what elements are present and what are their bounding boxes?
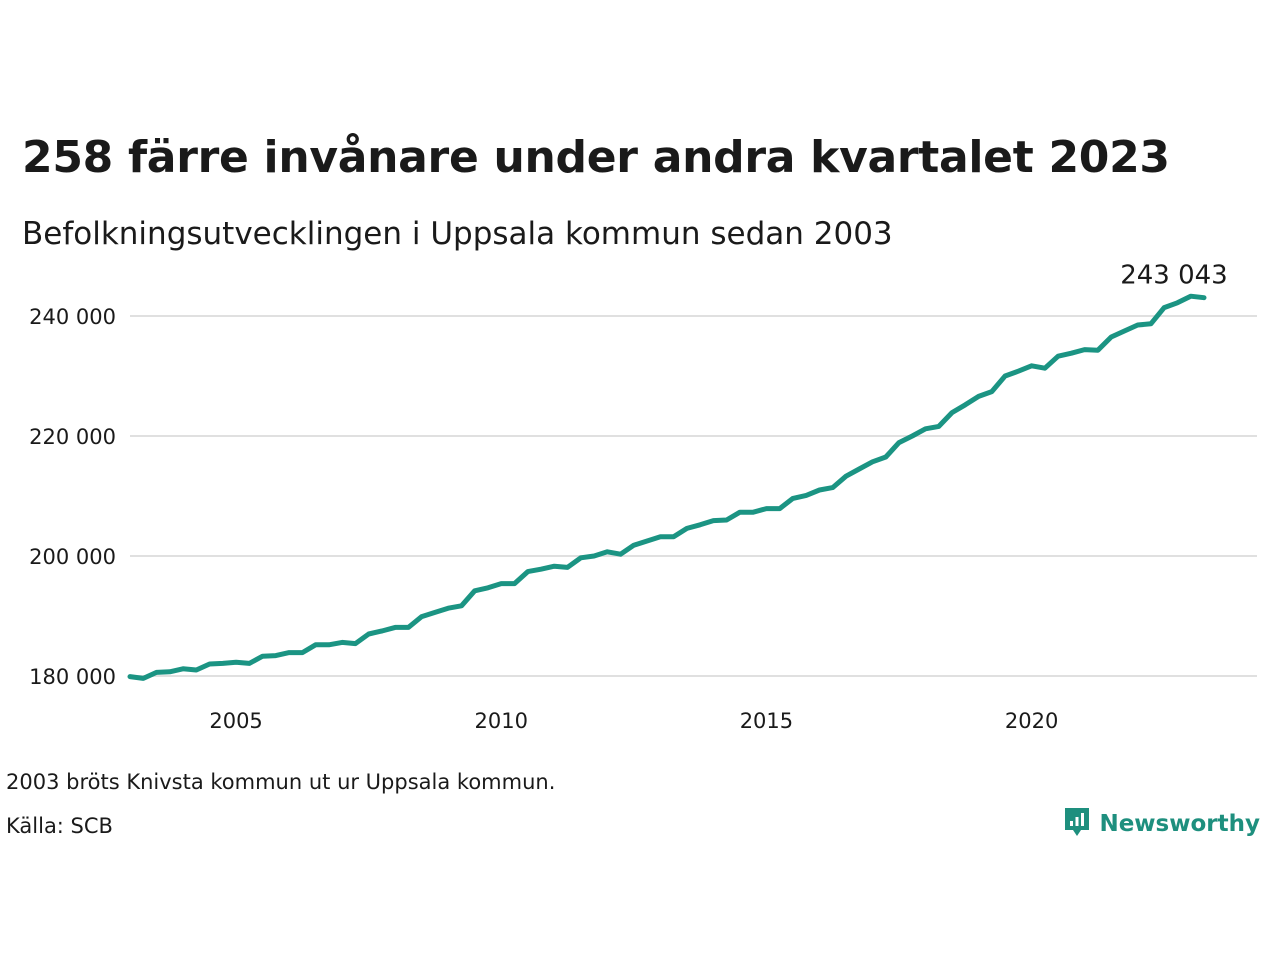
y-tick-label: 220 000 xyxy=(29,425,116,449)
y-tick-label: 180 000 xyxy=(29,665,116,689)
y-tick-label: 240 000 xyxy=(29,305,116,329)
gridlines xyxy=(130,315,1257,677)
x-tick-label: 2020 xyxy=(1005,709,1058,733)
last-value-label: 243 043 xyxy=(1120,261,1228,291)
chart-title: 258 färre invånare under andra kvartalet… xyxy=(22,132,1170,183)
y-axis-tick-labels: 180 000 200 000 220 000 240 000 xyxy=(29,305,116,689)
newsworthy-logo-icon xyxy=(1063,806,1091,842)
x-axis-tick-labels: 2005 2010 2015 2020 xyxy=(209,709,1058,733)
footnote: 2003 bröts Knivsta kommun ut ur Uppsala … xyxy=(6,770,556,794)
x-tick-label: 2010 xyxy=(475,709,528,733)
x-tick-label: 2005 xyxy=(209,709,262,733)
x-tick-label: 2015 xyxy=(740,709,793,733)
newsworthy-logo: Newsworthy xyxy=(1063,806,1260,842)
y-tick-label: 200 000 xyxy=(29,545,116,569)
data-points xyxy=(129,296,1205,679)
population-series-line xyxy=(127,293,1207,681)
source-note: Källa: SCB xyxy=(6,814,113,838)
chart-subtitle: Befolkningsutvecklingen i Uppsala kommun… xyxy=(22,216,893,252)
brand-name: Newsworthy xyxy=(1099,811,1260,837)
